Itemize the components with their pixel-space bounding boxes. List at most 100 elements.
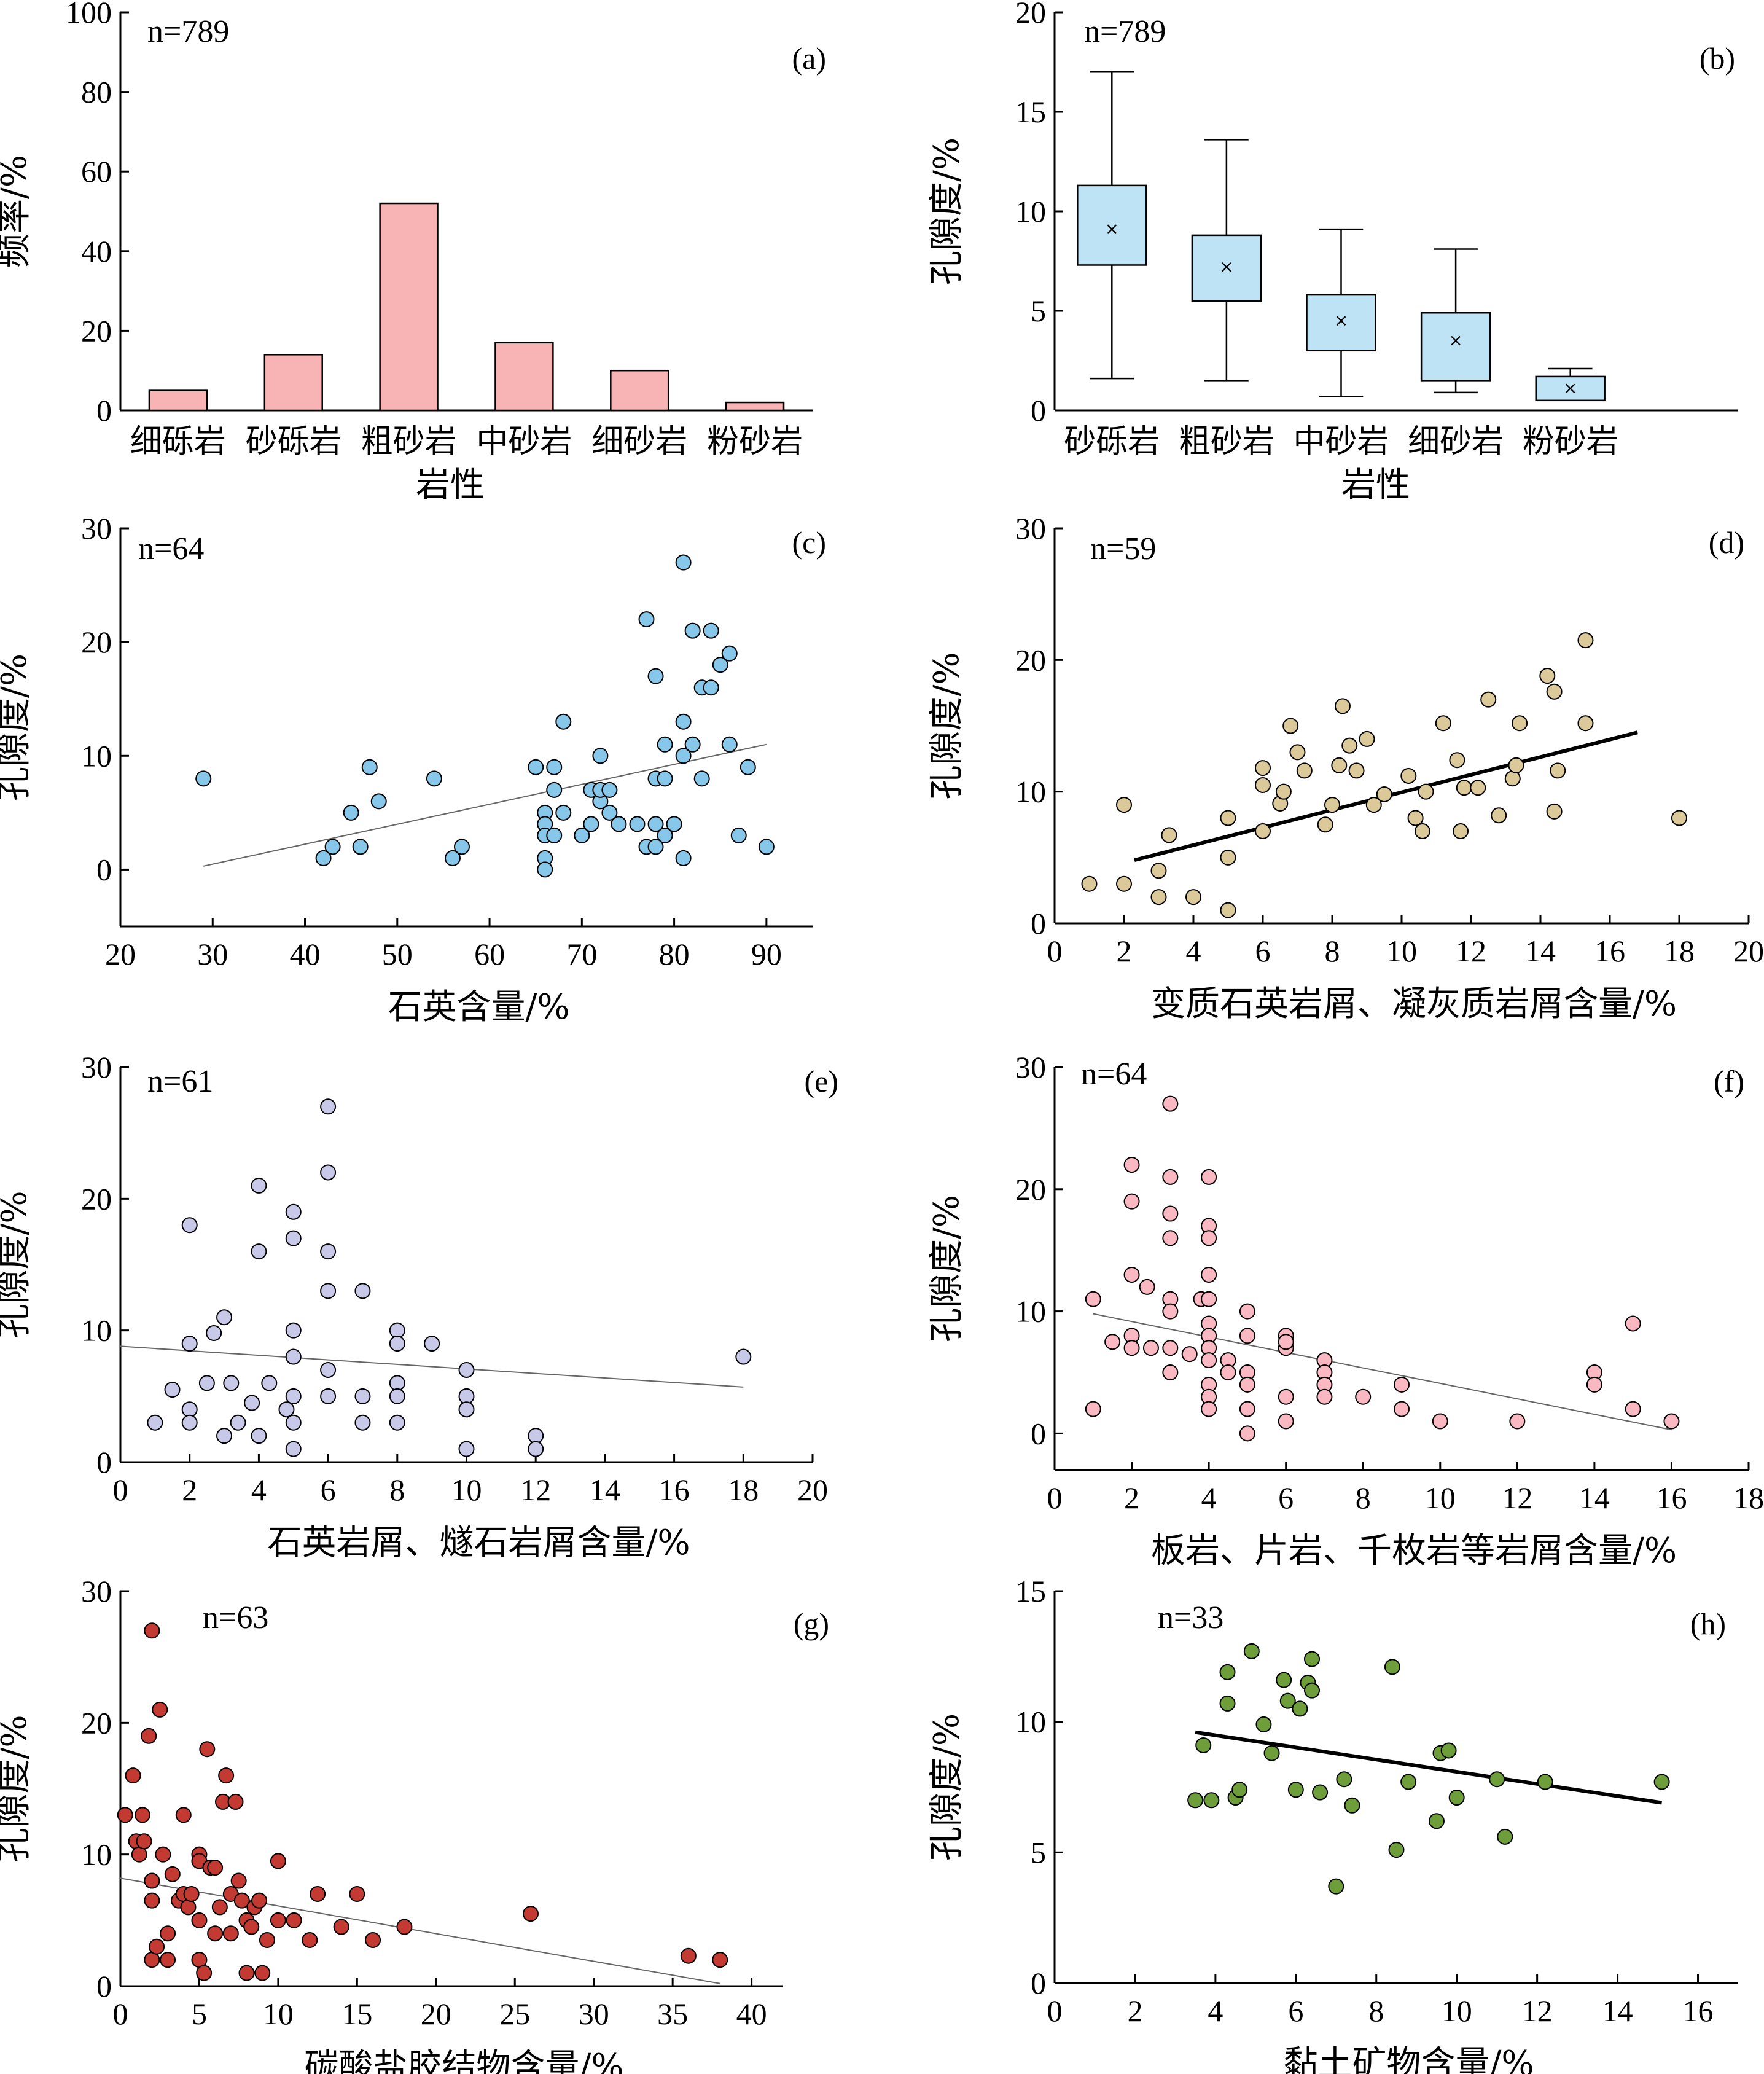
data-point	[1161, 827, 1177, 843]
data-point	[1435, 715, 1451, 732]
category-label: 细砂岩	[591, 423, 687, 460]
x-axis-label: 碳酸盐胶结物含量/%	[304, 2047, 623, 2074]
data-point	[528, 759, 544, 775]
data-point	[320, 1243, 337, 1260]
data-point	[1539, 668, 1556, 684]
data-point	[259, 1931, 275, 1948]
data-point	[1150, 889, 1167, 906]
data-point	[1162, 1364, 1179, 1380]
data-point	[320, 1283, 337, 1299]
x-tick-label: 16	[659, 1473, 690, 1507]
x-tick-label: 10	[451, 1473, 482, 1507]
trend-line	[120, 1877, 720, 1984]
y-axis-label: 孔隙度/%	[927, 1195, 967, 1342]
y-tick-label: 20	[1015, 0, 1046, 29]
sample-size-label: n=63	[203, 1600, 268, 1635]
data-point	[1195, 1737, 1212, 1753]
y-tick-label: 20	[1015, 643, 1046, 677]
data-point	[1263, 1745, 1280, 1761]
data-point	[1341, 737, 1358, 754]
box-plot	[1191, 139, 1262, 382]
data-point	[1448, 1790, 1465, 1806]
data-point	[270, 1912, 286, 1928]
data-point	[1220, 849, 1236, 866]
x-tick-label: 20	[797, 1473, 828, 1507]
x-tick-label: 0	[1047, 934, 1063, 968]
bar	[148, 389, 208, 412]
x-tick-label: 5	[192, 1997, 207, 2031]
category-label: 砂砾岩	[1064, 423, 1160, 460]
data-point	[1081, 875, 1098, 892]
data-point	[285, 1230, 302, 1246]
data-point	[684, 736, 701, 753]
data-point	[1116, 875, 1132, 892]
x-tick-label: 10	[1386, 934, 1417, 968]
data-point	[1239, 1376, 1255, 1393]
data-point	[389, 1414, 405, 1431]
data-point	[1388, 1842, 1405, 1858]
y-axis-label: 孔隙度/%	[0, 654, 34, 801]
data-point	[1185, 889, 1201, 906]
data-point	[1219, 1664, 1236, 1680]
x-tick-label: 0	[1047, 1994, 1063, 2028]
sample-size-label: n=789	[147, 14, 229, 49]
x-tick-label: 20	[421, 1997, 451, 2031]
data-point	[117, 1807, 133, 1823]
data-point	[675, 850, 692, 866]
data-point	[735, 1348, 752, 1365]
y-tick-label: 10	[81, 1313, 112, 1348]
y-tick-label: 5	[1031, 1835, 1046, 1869]
box	[1191, 234, 1262, 302]
data-point	[1577, 715, 1594, 732]
panel-label: (b)	[1700, 41, 1735, 76]
data-point	[703, 679, 719, 696]
data-point	[1480, 691, 1497, 708]
data-point	[537, 861, 553, 878]
data-point	[1104, 1334, 1121, 1350]
data-point	[638, 611, 655, 628]
data-point	[261, 1375, 278, 1391]
data-point	[285, 1322, 302, 1339]
data-point	[693, 770, 710, 787]
data-point	[354, 1388, 371, 1404]
data-point	[191, 1912, 208, 1928]
data-point	[1384, 1659, 1400, 1675]
data-point	[251, 1243, 267, 1260]
data-point	[223, 1375, 240, 1391]
x-tick-label: 12	[1522, 1994, 1553, 2028]
data-point	[144, 1892, 160, 1909]
x-tick-label: 12	[520, 1473, 551, 1507]
y-axis-label: 频率/%	[0, 155, 34, 268]
data-point	[1317, 816, 1333, 833]
data-point	[136, 1833, 152, 1850]
y-tick-label: 10	[81, 1837, 112, 1872]
y-tick-label: 20	[81, 313, 112, 348]
mean-marker	[1336, 316, 1346, 326]
data-point	[592, 748, 609, 764]
category-label: 细砾岩	[130, 423, 226, 460]
data-point	[1508, 757, 1524, 773]
data-point	[555, 713, 572, 730]
data-point	[1359, 730, 1375, 747]
data-point	[1625, 1401, 1641, 1417]
data-point	[1453, 823, 1469, 839]
data-point	[354, 1414, 371, 1431]
box-plot	[1306, 228, 1376, 397]
data-point	[1139, 1278, 1155, 1295]
data-point	[1440, 1742, 1457, 1759]
panel-c: 0 10 20 30 (c) n=64 孔隙度/% 20 30 40 50 60 70 80 90 石英含量/…	[0, 511, 826, 1027]
data-point	[134, 1807, 150, 1823]
data-point	[160, 1925, 176, 1942]
data-point	[230, 1872, 247, 1889]
data-point	[1432, 1413, 1448, 1430]
data-point	[680, 1947, 697, 1964]
y-tick-label: 15	[1015, 95, 1046, 129]
bar	[725, 401, 785, 412]
data-point	[218, 1767, 235, 1784]
data-point	[233, 1892, 250, 1909]
data-point	[601, 781, 618, 798]
data-point	[1142, 1340, 1159, 1356]
data-point	[721, 736, 738, 753]
x-tick-label: 30	[197, 937, 228, 971]
data-point	[426, 770, 442, 787]
